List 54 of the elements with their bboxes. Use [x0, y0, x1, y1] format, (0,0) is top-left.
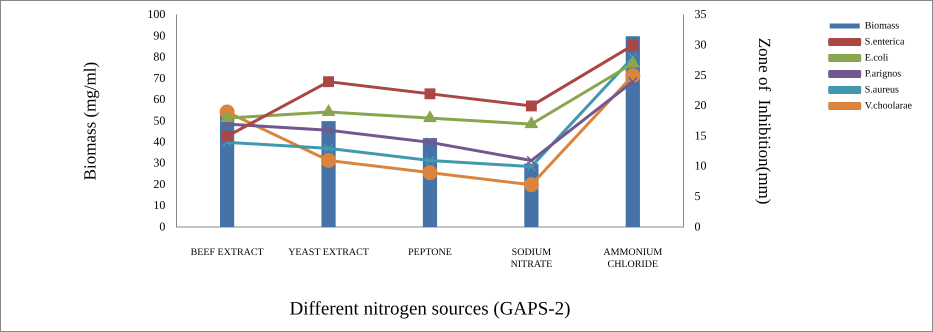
- legend-label: S.aureus: [864, 84, 899, 96]
- point: [628, 76, 638, 87]
- point: [422, 165, 438, 180]
- point: [424, 88, 436, 100]
- y-tick-label: 100: [147, 7, 166, 22]
- x-tick-label: AMMONIUM CHLORIDE: [603, 246, 662, 270]
- point: [526, 162, 536, 172]
- y2-tick-label: 15: [694, 128, 707, 142]
- y2-axis-title: Zone of Inhibition(mm): [755, 38, 774, 204]
- point: [324, 143, 334, 154]
- point: [626, 56, 640, 68]
- point: [628, 52, 638, 62]
- x-tick-label: BEEF EXTRACT: [190, 246, 264, 258]
- point: [322, 104, 336, 116]
- y-tick-label: 40: [153, 134, 166, 148]
- point: [627, 40, 638, 51]
- point: [424, 156, 435, 166]
- point: [524, 177, 539, 192]
- point: [323, 76, 334, 88]
- point: [524, 116, 538, 128]
- y-axis-title: Biomass (mg/ml): [80, 62, 100, 180]
- legend-label: S.enterica: [864, 36, 905, 48]
- y-tick-label: 50: [153, 113, 166, 128]
- point: [526, 156, 536, 166]
- y2-tick-label: 0: [694, 219, 701, 234]
- y-tick-label: 10: [153, 198, 166, 212]
- y-tick-label: 20: [153, 176, 166, 191]
- x-axis-title: Different nitrogen sources (GAPS-2): [290, 298, 570, 320]
- y2-tick-label: 20: [694, 98, 707, 112]
- point: [220, 110, 234, 122]
- point: [526, 100, 537, 112]
- y-tick-label: 80: [153, 50, 166, 64]
- y-tick-label: 30: [153, 156, 166, 170]
- y-tick-label: 60: [153, 92, 166, 106]
- x-tick-label: PEPTONE: [408, 246, 452, 258]
- point: [423, 110, 437, 122]
- legend-label: E.coli: [864, 52, 889, 64]
- y-tick-label: 90: [153, 28, 166, 42]
- legend-label: V.choolarae: [864, 100, 913, 112]
- y-tick-label: 0: [159, 219, 166, 234]
- y2-tick-label: 25: [694, 68, 707, 82]
- legend-label: P.arignos: [864, 68, 902, 80]
- x-tick-label: YEAST EXTRACT: [288, 246, 369, 258]
- point: [324, 125, 334, 136]
- y-tick-label: 70: [153, 70, 166, 85]
- point: [222, 130, 233, 142]
- point: [424, 137, 435, 148]
- y2-tick-label: 30: [694, 37, 707, 52]
- x-tick-label: SODIUM NITRATE: [510, 246, 552, 270]
- y2-tick-label: 35: [694, 7, 707, 22]
- y2-tick-label: 5: [694, 189, 701, 204]
- legend-label: Biomass: [864, 20, 900, 32]
- y2-tick-label: 10: [694, 158, 707, 173]
- point: [321, 153, 336, 168]
